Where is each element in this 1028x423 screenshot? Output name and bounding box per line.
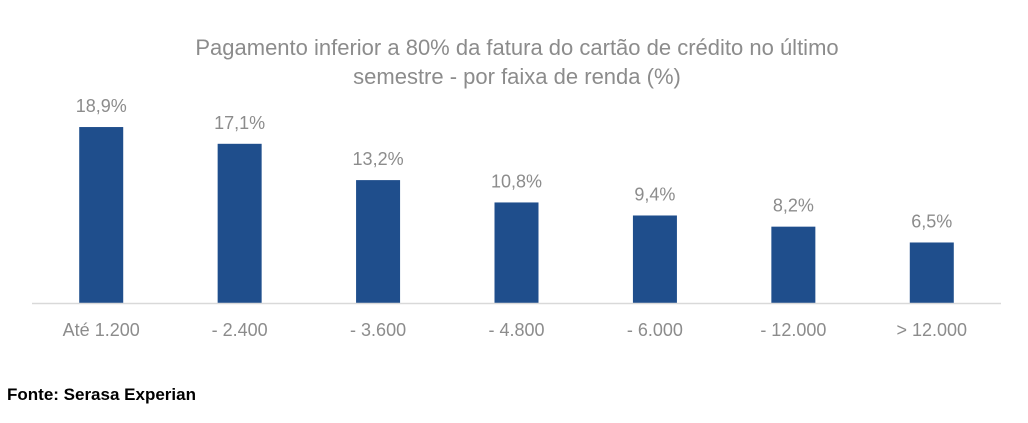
bar <box>909 242 954 303</box>
chart-title-line-2: semestre - por faixa de renda (%) <box>353 64 681 89</box>
x-tick-label: - 4.800 <box>488 320 544 340</box>
bar <box>632 215 677 303</box>
bar <box>217 143 262 303</box>
chart-title: Pagamento inferior a 80% da fatura do ca… <box>0 33 1028 91</box>
x-tick-label: - 2.400 <box>212 320 268 340</box>
bar <box>79 127 124 303</box>
x-tick-label: - 3.600 <box>350 320 406 340</box>
chart-title-line-1: Pagamento inferior a 80% da fatura do ca… <box>195 35 839 60</box>
data-label: 13,2% <box>353 149 404 169</box>
x-tick-label: > 12.000 <box>896 320 967 340</box>
x-tick-label: - 6.000 <box>627 320 683 340</box>
data-label: 9,4% <box>634 184 675 204</box>
data-label: 18,9% <box>76 96 127 116</box>
bar-chart: 18,9% Até 1.200 17,1% - 2.400 13,2% - 3.600 10… <box>32 96 1001 340</box>
bar <box>356 180 401 303</box>
data-label: 10,8% <box>491 171 542 191</box>
x-tick-label: Até 1.200 <box>63 320 140 340</box>
source-note: Fonte: Serasa Experian <box>7 385 196 404</box>
data-label: 8,2% <box>773 196 814 216</box>
bar <box>771 226 816 303</box>
x-tick-label: - 12.000 <box>760 320 826 340</box>
data-label: 6,5% <box>911 211 952 231</box>
data-label: 17,1% <box>214 113 265 133</box>
bar <box>494 202 539 303</box>
